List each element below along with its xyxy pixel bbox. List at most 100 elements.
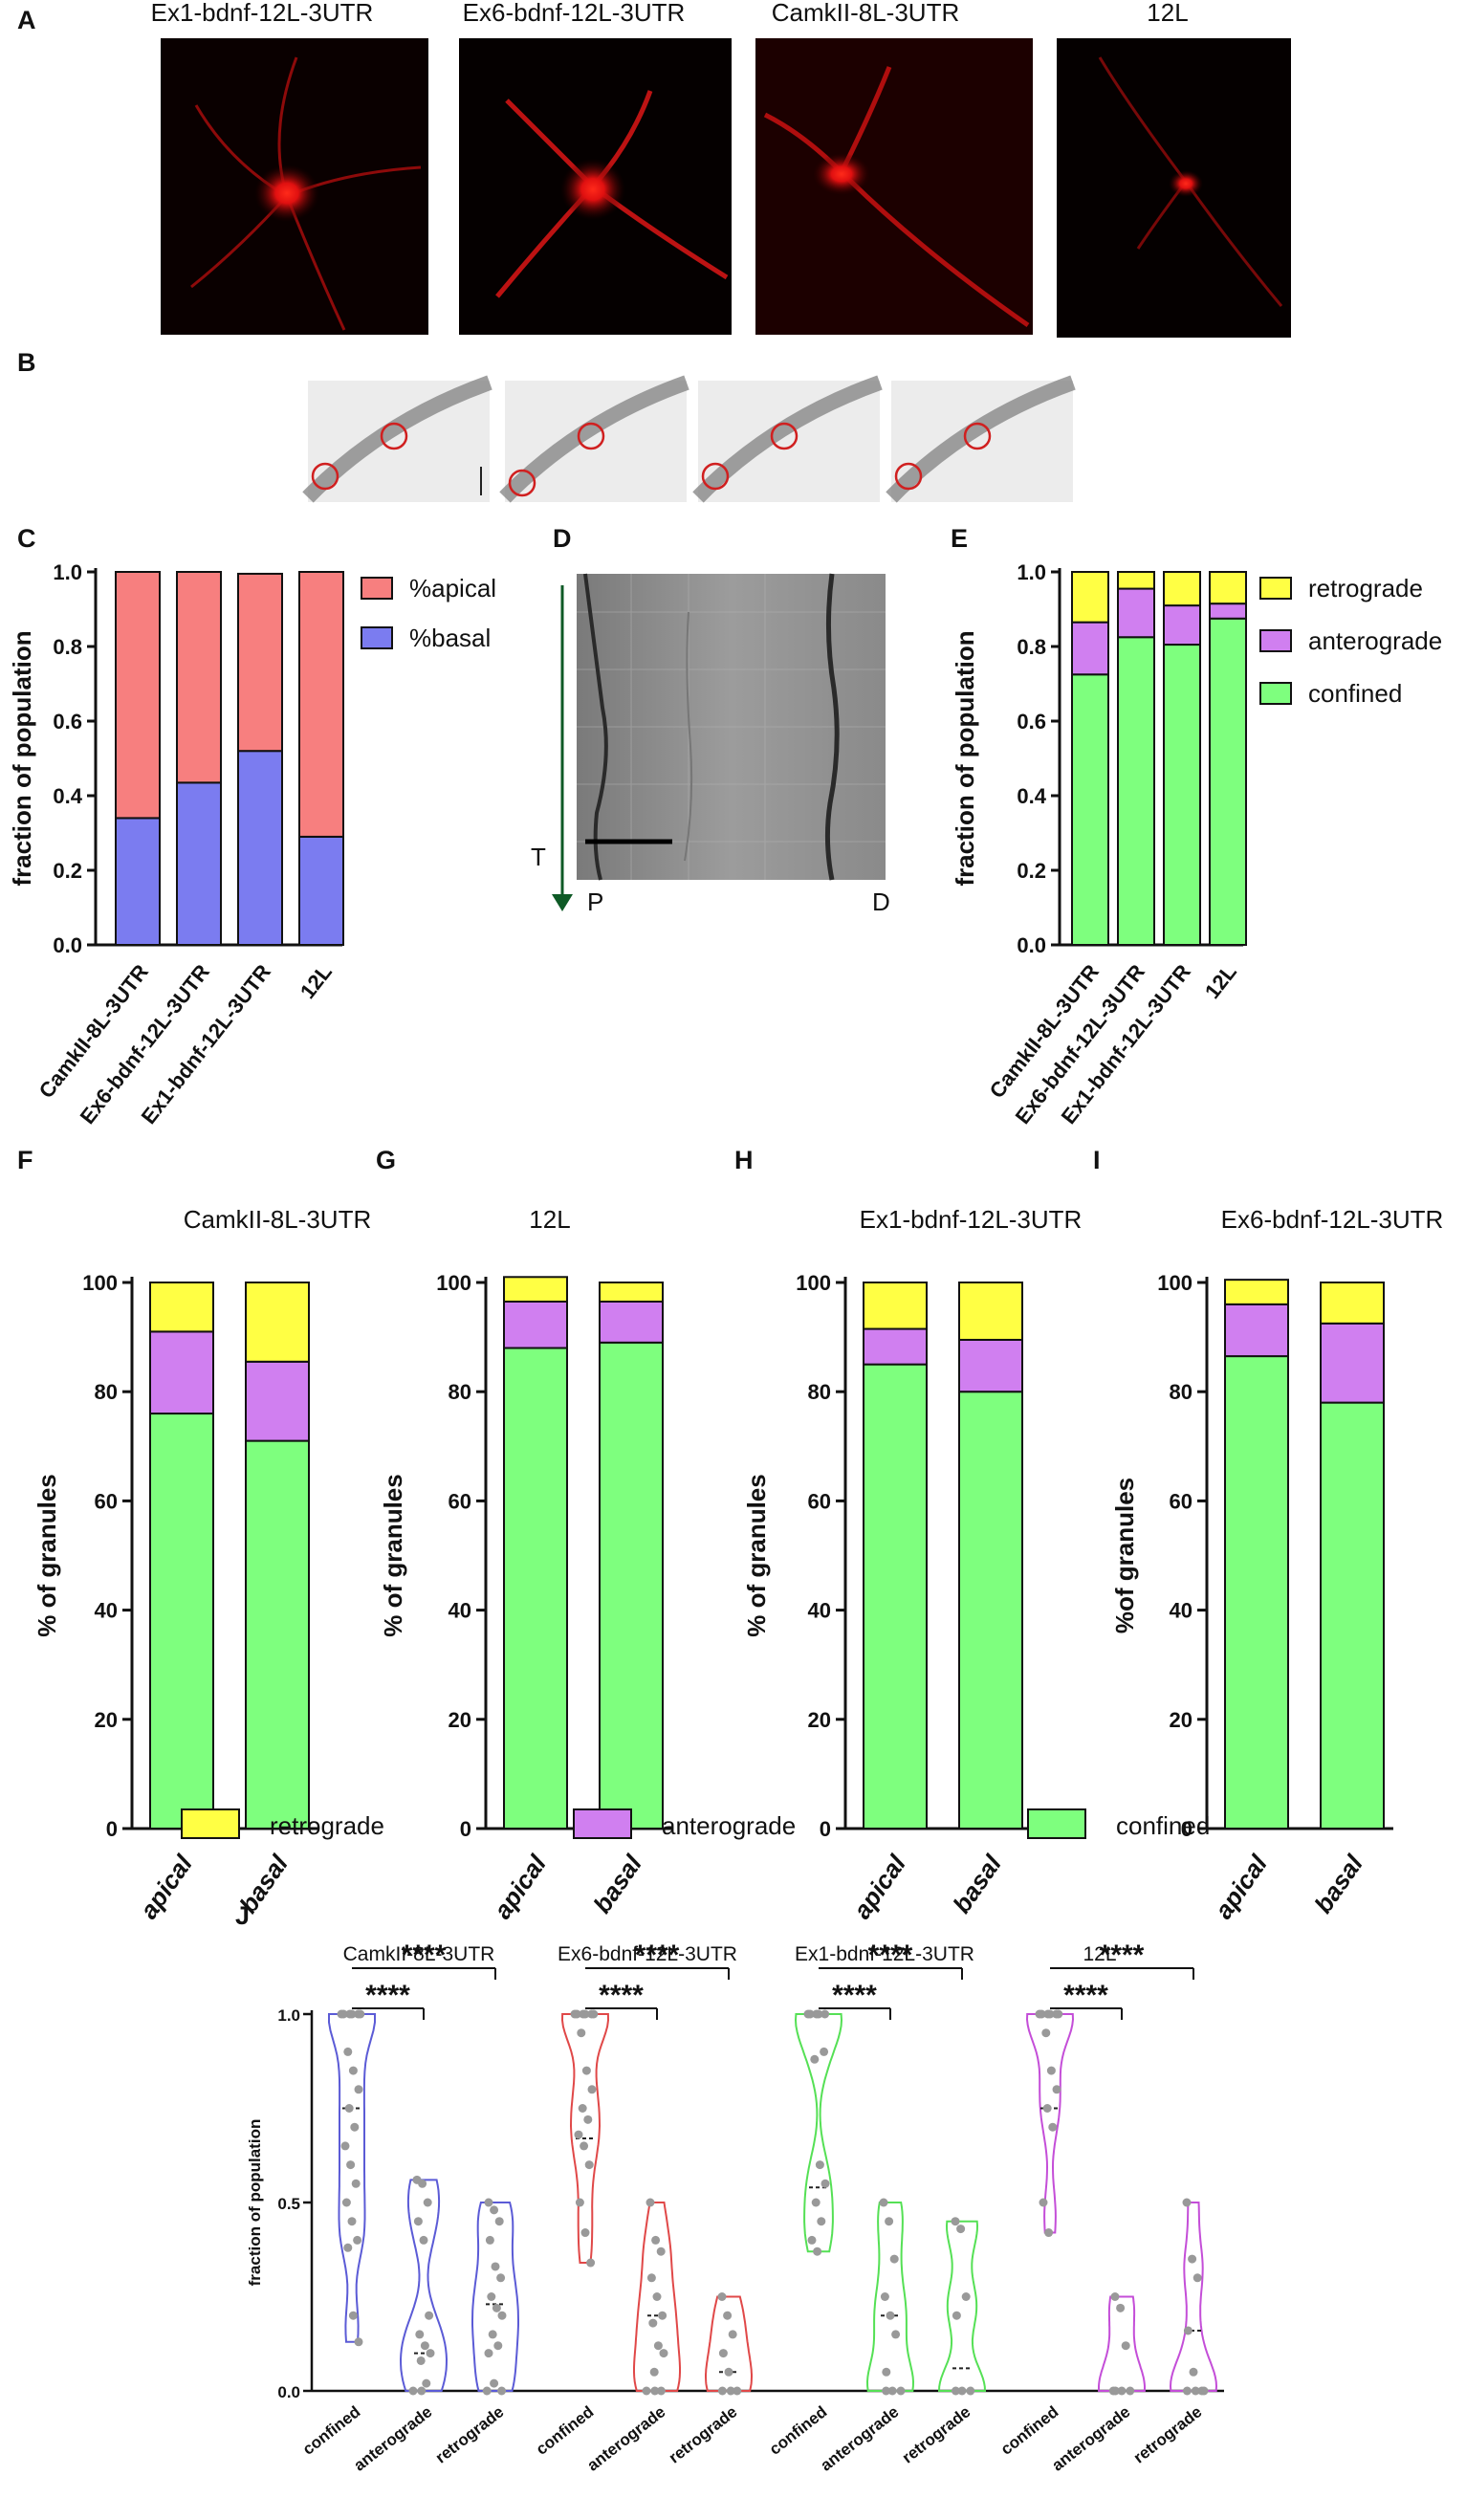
chart-E: 0.0 0.2 0.4 0.6 0.8 1.0 fraction of population… bbox=[951, 560, 1442, 1129]
legend-swatch-retrograde bbox=[181, 1808, 240, 1839]
data-point bbox=[1037, 2009, 1046, 2019]
data-point bbox=[356, 2009, 365, 2019]
y-tick-label: 60 bbox=[449, 1489, 471, 1513]
data-point bbox=[422, 2378, 431, 2388]
data-point bbox=[487, 2292, 496, 2301]
legend-swatch bbox=[361, 577, 393, 600]
data-point bbox=[1042, 2104, 1052, 2113]
y-axis-title: % of granules bbox=[742, 1474, 771, 1636]
bar-segment-confined bbox=[149, 1413, 214, 1830]
bar-segment-confined bbox=[503, 1347, 568, 1830]
data-point bbox=[956, 2224, 966, 2234]
x-category-label: anterograde bbox=[817, 2402, 902, 2474]
bar-segment-retrograde bbox=[1071, 571, 1109, 624]
bar-segment-confined bbox=[1209, 617, 1247, 946]
bar-segment-retrograde bbox=[1209, 571, 1247, 605]
data-point bbox=[575, 2198, 584, 2207]
bar-segment-confined bbox=[958, 1391, 1023, 1830]
bar-segment-anterograde bbox=[503, 1300, 568, 1349]
data-point bbox=[805, 2009, 815, 2019]
chart-I: Ex6-bdnf-12L-3UTR 0 20 40 60 80 100 %of granule… bbox=[1110, 1205, 1443, 1924]
granule-frame-4 bbox=[886, 375, 1076, 503]
chart-C: 0.0 0.2 0.4 0.6 0.8 1.0 fraction of population… bbox=[8, 560, 496, 1129]
x-category-label: confined bbox=[533, 2402, 598, 2459]
data-point bbox=[717, 2292, 727, 2301]
data-point bbox=[350, 2122, 360, 2132]
legend-label: anterograde bbox=[1308, 626, 1442, 655]
y-tick-label: 0 bbox=[1181, 1817, 1192, 1841]
kymo-proximal-label: P bbox=[587, 887, 603, 916]
data-point bbox=[1191, 2386, 1200, 2396]
y-tick-label: 0.4 bbox=[53, 784, 82, 808]
panelA-title-3: CamkII-8L-3UTR bbox=[772, 0, 959, 27]
y-axis-title: fraction of population bbox=[246, 2119, 264, 2287]
data-point bbox=[589, 2009, 599, 2019]
data-point bbox=[951, 2217, 960, 2226]
data-point bbox=[347, 2217, 357, 2226]
y-tick-label: 40 bbox=[1170, 1599, 1192, 1623]
chart-J: 0.0 0.5 1.0 fraction of population CamkII-8L… bbox=[246, 1939, 1224, 2475]
data-point bbox=[1054, 2009, 1063, 2019]
legend-swatch bbox=[1259, 629, 1292, 652]
data-point bbox=[484, 2349, 493, 2358]
data-point bbox=[882, 2386, 891, 2396]
data-point bbox=[485, 2235, 494, 2245]
bar-segment-retrograde bbox=[245, 1282, 310, 1363]
panel-label-I: I bbox=[1093, 1146, 1101, 1174]
data-point bbox=[646, 2273, 656, 2283]
data-point bbox=[482, 2386, 492, 2396]
panel-label-C: C bbox=[17, 524, 36, 553]
panelA-titles: Ex1-bdnf-12L-3UTR Ex6-bdnf-12L-3UTR Camk… bbox=[151, 0, 1189, 27]
bar-segment-anterograde bbox=[863, 1327, 928, 1366]
y-tick-label: 1.0 bbox=[1017, 560, 1046, 584]
data-point bbox=[815, 2160, 824, 2170]
chart-title: 12L bbox=[529, 1205, 570, 1234]
y-tick-label: 0.4 bbox=[1017, 784, 1046, 808]
data-point bbox=[578, 2104, 587, 2113]
data-point bbox=[415, 2330, 425, 2339]
data-point bbox=[891, 2330, 901, 2339]
data-point bbox=[879, 2198, 888, 2207]
data-point bbox=[348, 2311, 358, 2320]
bar-segment-confined bbox=[599, 1341, 664, 1830]
bar-segment-confined bbox=[1117, 636, 1155, 946]
x-category-label: basal bbox=[1308, 1850, 1368, 1918]
data-point bbox=[728, 2330, 737, 2339]
data-point bbox=[416, 2356, 426, 2365]
data-point bbox=[810, 2054, 820, 2064]
data-point bbox=[580, 2228, 590, 2238]
data-point bbox=[652, 2292, 662, 2301]
bar-segment-retrograde bbox=[503, 1276, 568, 1303]
panel-label-G: G bbox=[376, 1146, 396, 1174]
y-tick-label: 0.8 bbox=[53, 635, 82, 659]
data-point bbox=[820, 2047, 829, 2056]
data-point bbox=[889, 2254, 899, 2264]
data-point bbox=[347, 2009, 357, 2019]
data-point bbox=[348, 2066, 358, 2075]
kymograph: T P D bbox=[531, 573, 890, 916]
legend-swatch bbox=[361, 626, 393, 649]
bar-segment-anterograde bbox=[149, 1330, 214, 1415]
data-point bbox=[339, 2009, 348, 2019]
data-point bbox=[343, 2047, 353, 2056]
y-tick-label: 0 bbox=[106, 1817, 118, 1841]
bar-segment-retrograde bbox=[863, 1282, 928, 1330]
y-tick-label: 0.5 bbox=[277, 2195, 300, 2213]
data-point bbox=[354, 2085, 363, 2094]
x-category-label: apical bbox=[488, 1850, 552, 1924]
legend-label-anterograde: anterograde bbox=[662, 1811, 796, 1840]
neuron-image-1 bbox=[161, 38, 428, 335]
x-category-label: confined bbox=[997, 2402, 1062, 2459]
y-tick-label: 80 bbox=[808, 1380, 831, 1404]
data-point bbox=[354, 2337, 363, 2347]
data-point bbox=[1041, 2028, 1051, 2038]
y-axis-title: % of granules bbox=[379, 1474, 407, 1636]
granule-frame-3 bbox=[692, 375, 883, 503]
data-point bbox=[572, 2009, 581, 2019]
bar-segment-retrograde bbox=[599, 1282, 664, 1303]
x-category-label: retrograde bbox=[432, 2402, 508, 2466]
data-point bbox=[340, 2141, 350, 2151]
x-category-label: apical bbox=[847, 1850, 911, 1924]
bar-segment-anterograde bbox=[1320, 1322, 1385, 1404]
legend-swatch bbox=[1259, 577, 1292, 600]
